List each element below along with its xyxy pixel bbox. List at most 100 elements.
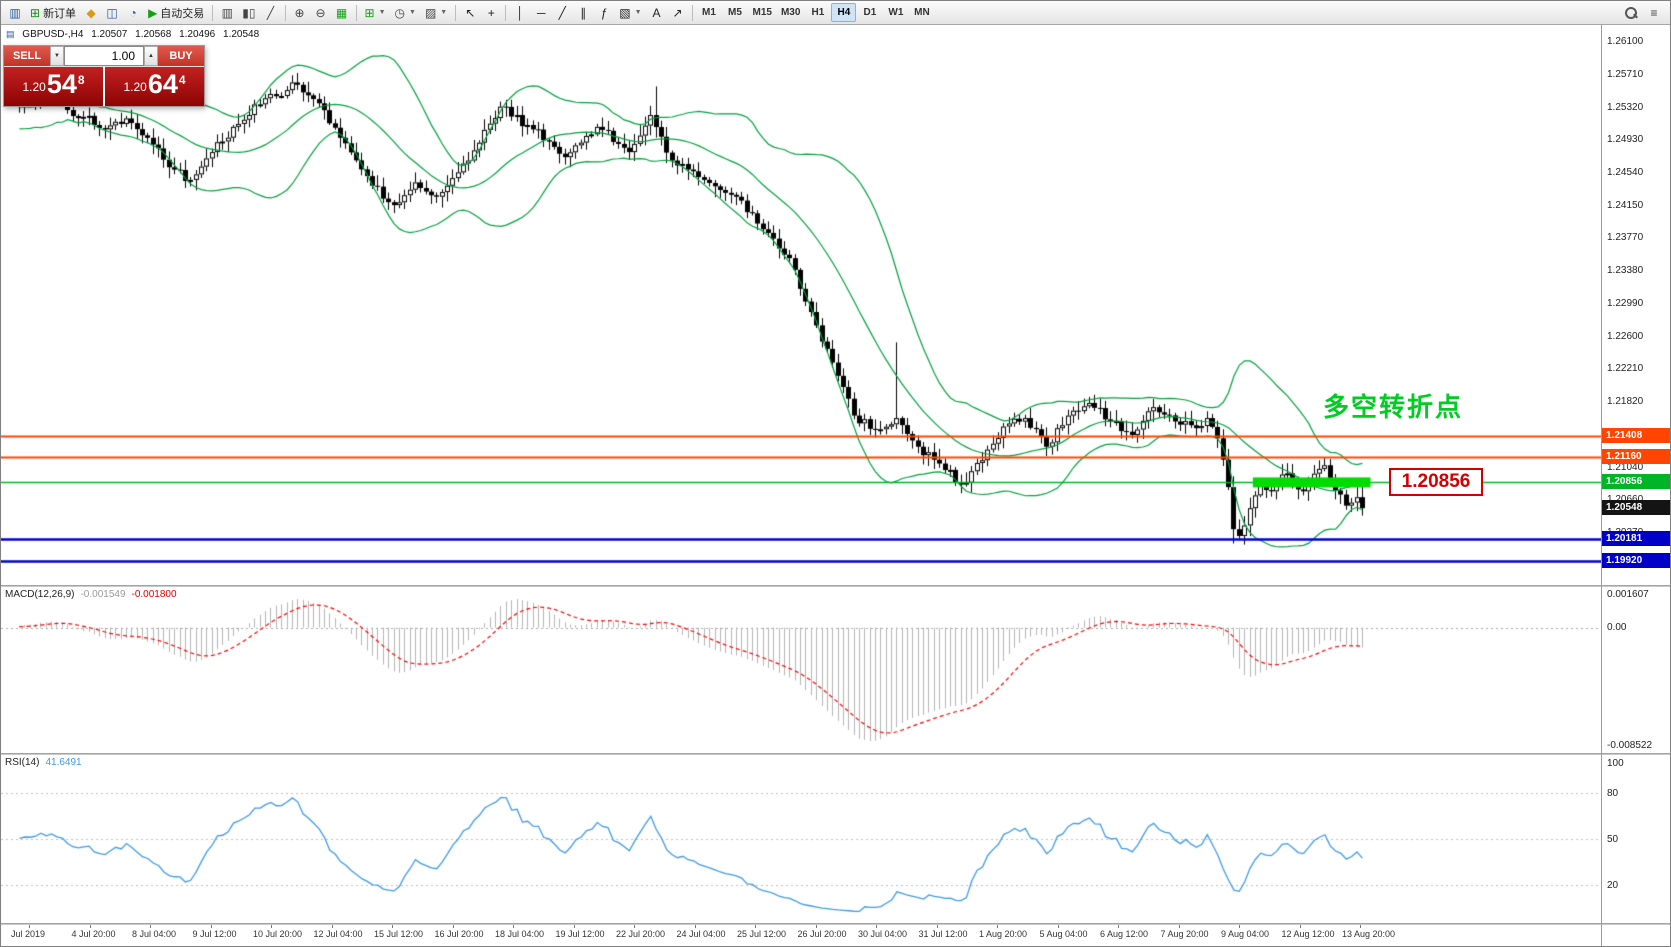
time-axis-tick [513,925,514,928]
time-axis-divider[interactable] [1,923,1670,925]
macd-panel-canvas[interactable] [1,587,1601,753]
timeframe-d1-button[interactable]: D1 [863,7,877,18]
buy-button[interactable]: BUY [158,46,204,66]
time-axis-label: 24 Jul 04:00 [676,929,726,939]
timeframe-m5-button[interactable]: M5 [728,7,742,18]
auto-trading-button[interactable]: ▶ 自动交易 [144,3,208,23]
buy-price-sup: 4 [178,73,186,87]
text-icon[interactable]: A [647,3,667,23]
horizontal-line-icon: ─ [536,5,546,20]
timeframe-m30-button[interactable]: M30 [780,7,801,18]
zone-price-label[interactable]: 1.20856 [1389,468,1483,496]
tile-windows-icon[interactable]: ▦ [332,3,352,23]
price-tick-label: 1.24930 [1607,134,1644,145]
toolbar-separator [284,4,286,21]
new-order-button-label: 新订单 [43,7,77,20]
channel-icon[interactable]: ∥ [573,3,593,23]
timeframe-w1-button[interactable]: W1 [888,7,904,18]
macd-scale-max: 0.001607 [1607,589,1649,600]
chart-header: ▤ GBPUSD-,H4 1.20507 1.20568 1.20496 1.2… [6,29,264,40]
time-axis-tick [150,925,151,928]
candlestick-chart-icon[interactable]: ▮▯ [238,3,259,23]
timeframe-mn-button[interactable]: MN [914,7,930,18]
toolbar-separator [505,4,507,21]
time-axis-tick [936,925,938,928]
horizontal-line-icon[interactable]: ─ [531,3,551,23]
fibonacci-icon[interactable]: ƒ [594,3,614,23]
timeframe-m15-button[interactable]: M15 [752,7,772,18]
main-chart-canvas[interactable] [1,25,1601,585]
bar-chart-icon[interactable]: ▥ [217,3,237,23]
shapes-icon[interactable]: ▧ ▼ [615,3,645,23]
macd-scale-zero: 0.00 [1607,622,1627,633]
timeframe-h1-button[interactable]: H1 [811,7,825,18]
time-axis-tick [815,925,817,928]
time-axis-label: 12 Jul 04:00 [313,929,363,939]
line-chart-icon[interactable]: ╱ [261,3,281,23]
rsi-panel-canvas[interactable] [1,755,1601,923]
price-tick-label: 1.25320 [1607,102,1644,113]
time-axis-label: 1 Aug 20:00 [979,929,1028,939]
rsi-panel-divider[interactable] [1,753,1670,755]
volume-decrease-button[interactable]: ▼ [50,46,64,66]
toolbar-separator [691,4,693,21]
symbol-period-label: GBPUSD-,H4 [22,29,84,40]
search-icon[interactable] [1620,3,1642,23]
crosshair-icon[interactable]: + [481,3,501,23]
toolbar: ▥ ⊞ 新订单 ◆ ◫ ◔ ▶ 自动交易 ▥ ▮▯ ╱ ⊕ ⊖ ▦ ⊞ ▼ ◷ ▼ ▨ ▼ ↖ + │ ─ ╱ ∥ ƒ ▧ ▼ A ↗ M1 M… [1,1,1670,25]
templates-icon[interactable]: ▨ ▼ [421,3,451,23]
toolbar-separator [455,4,457,21]
time-axis-tick [997,925,998,928]
current-price-badge: 1.20548 [1602,500,1670,515]
channel-icon: ∥ [580,5,587,20]
macd-name: MACD(12,26,9) [5,589,75,600]
volume-increase-button[interactable]: ▲ [144,46,158,66]
price-tick-label: 1.20660 [1607,494,1643,505]
indicators-icon[interactable]: ⊞ ▼ [361,3,390,23]
templates-icon: ▨ [424,5,437,20]
sell-price-big: 54 [46,69,77,99]
market-watch-icon[interactable]: ◫ [102,3,122,23]
rsi-scale-label: 100 [1607,758,1624,769]
toolbar-separator [212,4,214,21]
time-axis-label: 8 Jul 04:00 [132,929,177,939]
price-level-badge: 1.21408 [1602,428,1670,443]
buy-price-button[interactable]: 1.20 64 4 [105,67,204,106]
sell-price-button[interactable]: 1.20 54 8 [4,67,103,106]
price-tick-label: 1.24540 [1607,167,1644,178]
chart-wizard-icon[interactable]: ◆ [81,3,101,23]
new-order-button[interactable]: ⊞ 新订单 [26,3,80,23]
quick-menu-icon[interactable]: ≡ [1644,3,1664,23]
navigator-icon[interactable]: ◔ [123,3,143,23]
time-axis[interactable]: Jul 2019 4 Jul 20:00 8 Jul 04:00 9 Jul 12:0… [1,925,1601,946]
cursor-icon[interactable]: ↖ [460,3,480,23]
price-scale-divider[interactable] [1601,25,1602,946]
open-value: 1.20507 [91,29,128,40]
sell-button[interactable]: SELL [4,46,50,66]
bar-chart-icon: ▥ [221,5,233,20]
time-axis-tick [573,925,575,928]
time-axis-tick [694,925,696,928]
arrows-icon[interactable]: ↗ [668,3,688,23]
turning-point-annotation[interactable]: 多空转折点 [1323,392,1464,422]
time-axis-label: 25 Jul 12:00 [737,929,787,939]
zoom-in-icon[interactable]: ⊕ [290,3,310,23]
timeframe-m1-button[interactable]: M1 [702,7,716,18]
time-axis-tick [210,925,212,928]
time-axis-tick [1118,925,1119,928]
timeframe-h4-button[interactable]: H4 [831,3,857,22]
zoom-out-icon[interactable]: ⊖ [311,3,331,23]
periods-icon[interactable]: ◷ ▼ [391,3,420,23]
volume-input[interactable]: 1.00 [64,46,144,66]
rsi-title: RSI(14) 41.6491 [5,757,88,768]
price-tick-label: 1.21820 [1607,396,1644,407]
time-axis-label: 15 Jul 12:00 [374,929,424,939]
trendline-icon[interactable]: ╱ [552,3,572,23]
price-level-badge: 1.20856 [1602,474,1670,489]
vertical-line-icon[interactable]: │ [510,3,530,23]
terminal-icon[interactable]: ▥ [5,3,25,23]
macd-panel-divider[interactable] [1,585,1670,587]
macd-title: MACD(12,26,9) -0.001549 -0.001800 [5,589,183,600]
cursor-icon: ↖ [465,5,476,20]
